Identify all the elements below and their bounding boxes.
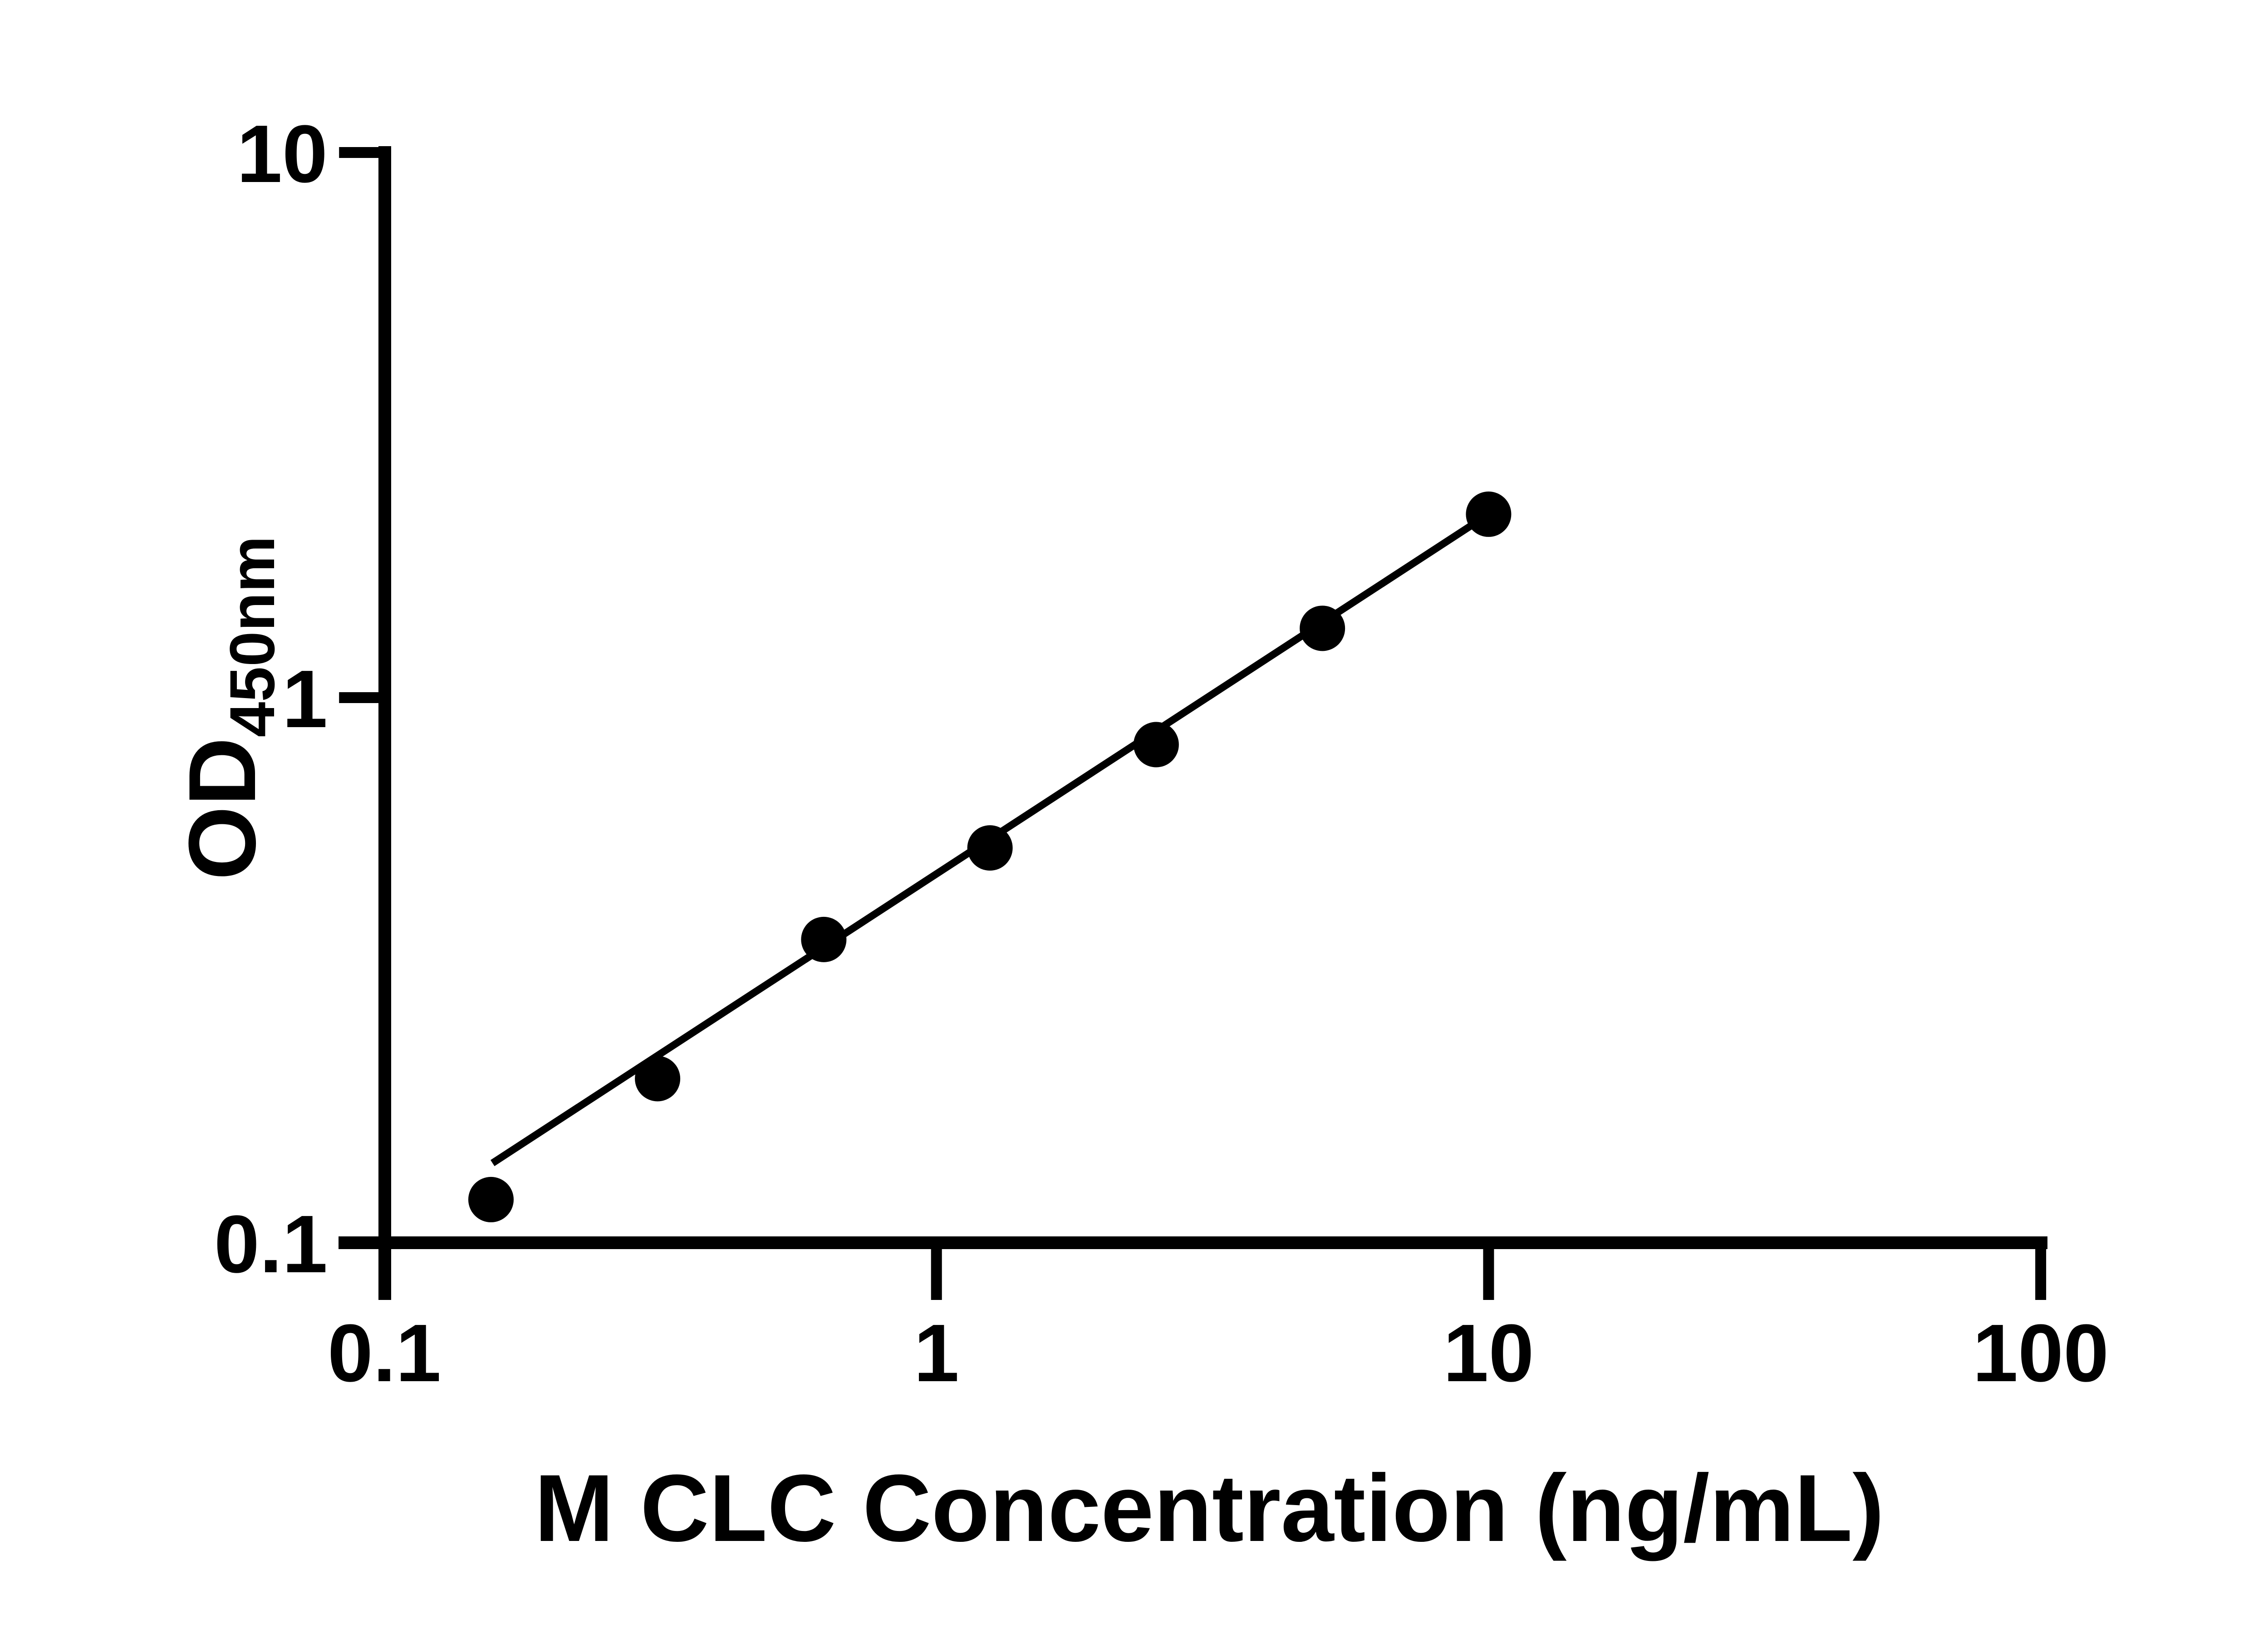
data-point (635, 1056, 681, 1102)
data-point (1300, 605, 1345, 651)
y-tick-label: 1 (282, 654, 328, 745)
data-point (1466, 491, 1512, 537)
y-axis-title-subscript: 450nm (216, 536, 288, 738)
data-points-group (468, 491, 1512, 1222)
x-tick-label: 1 (914, 1308, 959, 1399)
x-tick-label: 100 (1973, 1308, 2109, 1399)
x-axis-title: M CLC Concentration (ng/mL) (535, 1455, 1885, 1561)
axes (339, 146, 2047, 1300)
x-axis-ticks (379, 1243, 2047, 1300)
x-axis-tick-labels: 0.1 1 10 100 (328, 1308, 2109, 1399)
data-point (468, 1176, 514, 1222)
y-axis-ticks (339, 147, 385, 1248)
x-tick-label: 10 (1443, 1308, 1534, 1399)
data-point (1133, 722, 1179, 768)
y-axis-title: OD450nm (169, 536, 288, 881)
y-tick-label: 10 (237, 108, 328, 200)
y-axis-tick-labels: 0.1 1 10 (214, 108, 328, 1290)
data-point (801, 916, 847, 962)
data-point (967, 825, 1013, 871)
y-tick-label: 0.1 (214, 1199, 328, 1290)
y-axis-title-main: OD (169, 737, 275, 880)
x-tick-label: 0.1 (328, 1308, 441, 1399)
